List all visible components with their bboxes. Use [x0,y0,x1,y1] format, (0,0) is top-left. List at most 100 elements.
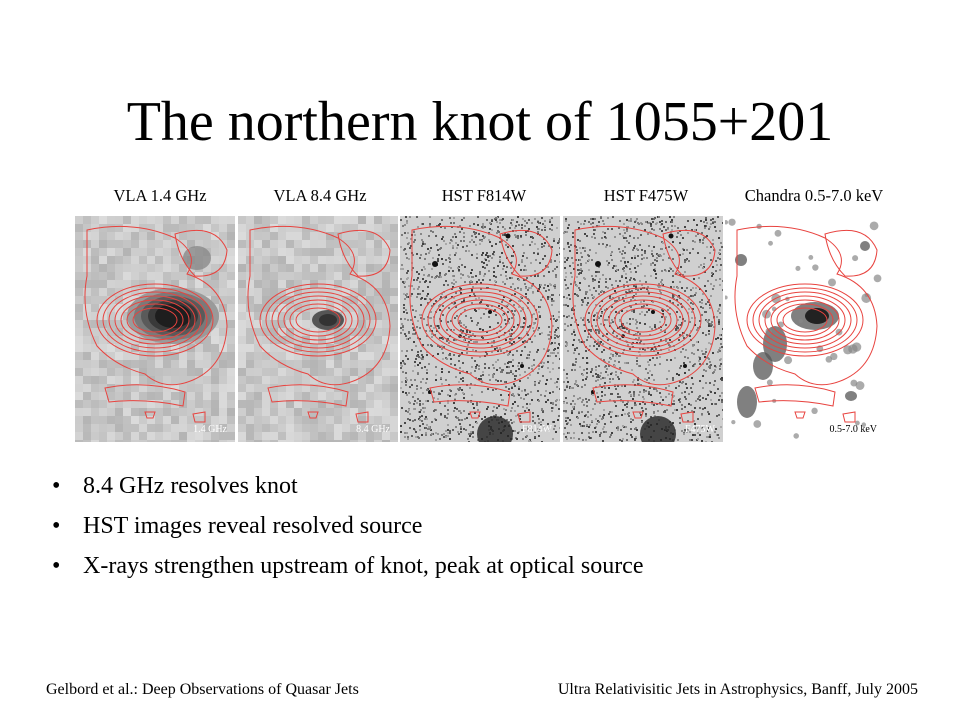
noise-speckle [637,237,639,239]
radio-pixel [195,432,203,440]
noise-speckle [619,280,621,282]
bullet-text: 8.4 GHz resolves knot [83,473,298,499]
radio-pixel [302,416,310,424]
noise-speckle [543,426,545,428]
noise-speckle [639,244,641,246]
noise-speckle [688,403,690,405]
noise-speckle [509,227,511,229]
radio-pixel [227,416,235,424]
noise-speckle [555,404,557,406]
radio-pixel [350,440,358,442]
radio-pixel [262,288,270,296]
noise-speckle [528,409,530,411]
noise-speckle [690,330,692,332]
noise-speckle [571,412,573,414]
noise-speckle [633,393,635,395]
radio-pixel [286,344,294,352]
noise-speckle [414,379,416,381]
radio-pixel [342,352,350,360]
noise-speckle [409,386,411,388]
xray-event [851,342,862,352]
noise-speckle [553,352,555,354]
radio-pixel [262,256,270,264]
radio-pixel [238,328,246,336]
noise-speckle [622,401,624,403]
noise-speckle [610,393,612,395]
radio-pixel [270,288,278,296]
radio-pixel [155,440,163,442]
noise-speckle [627,261,629,263]
noise-speckle [648,393,650,395]
noise-speckle [514,310,516,312]
radio-pixel [211,360,219,368]
radio-pixel [318,432,326,440]
noise-speckle [463,397,465,399]
noise-speckle [635,271,637,273]
noise-speckle [718,319,720,321]
noise-speckle [469,241,471,243]
radio-pixel [302,240,310,248]
noise-speckle [541,229,543,231]
noise-speckle [425,400,427,402]
noise-speckle [712,372,714,374]
noise-speckle [409,337,411,339]
noise-speckle [430,317,432,319]
noise-speckle [712,288,714,290]
noise-speckle [468,336,470,338]
radio-pixel [238,232,246,240]
noise-speckle [477,409,479,411]
noise-speckle [643,300,645,302]
radio-pixel [342,336,350,344]
noise-speckle [593,229,595,231]
noise-speckle [444,227,446,229]
noise-speckle [488,239,490,241]
noise-speckle [554,287,556,289]
radio-pixel [131,280,139,288]
noise-speckle [641,311,643,313]
noise-speckle [556,386,558,388]
radio-pixel [227,272,235,280]
noise-speckle [636,248,638,250]
noise-speckle [414,419,416,421]
noise-speckle [640,288,642,290]
noise-speckle [578,339,580,341]
noise-speckle [553,421,555,423]
xray-event [753,420,762,428]
radio-pixel [278,240,286,248]
noise-speckle [493,251,495,253]
radio-pixel [334,384,342,392]
radio-pixel [254,424,262,432]
noise-speckle [663,226,665,228]
radio-pixel [350,360,358,368]
radio-pixel [171,424,179,432]
radio-pixel [227,336,235,344]
noise-speckle [574,383,576,385]
noise-speckle [475,367,477,369]
noise-speckle [581,256,583,258]
radio-pixel [219,368,227,376]
noise-speckle [470,372,472,374]
noise-speckle [554,382,556,384]
radio-pixel [83,384,91,392]
radio-pixel [99,264,107,272]
radio-pixel [342,272,350,280]
radio-pixel [374,312,382,320]
noise-speckle [702,242,704,244]
noise-speckle [617,285,619,287]
noise-speckle [543,238,545,240]
xray-event [861,422,867,427]
noise-speckle [598,271,600,273]
noise-speckle [461,352,463,354]
noise-speckle [704,353,706,355]
noise-speckle [402,360,404,362]
noise-speckle [648,292,650,294]
noise-speckle [408,285,410,287]
radio-pixel [246,368,254,376]
noise-speckle [692,434,694,436]
noise-speckle [697,438,699,440]
radio-pixel [238,424,246,432]
noise-speckle [447,402,449,404]
noise-speckle [526,257,528,259]
noise-speckle [692,344,694,346]
noise-speckle [665,338,667,340]
